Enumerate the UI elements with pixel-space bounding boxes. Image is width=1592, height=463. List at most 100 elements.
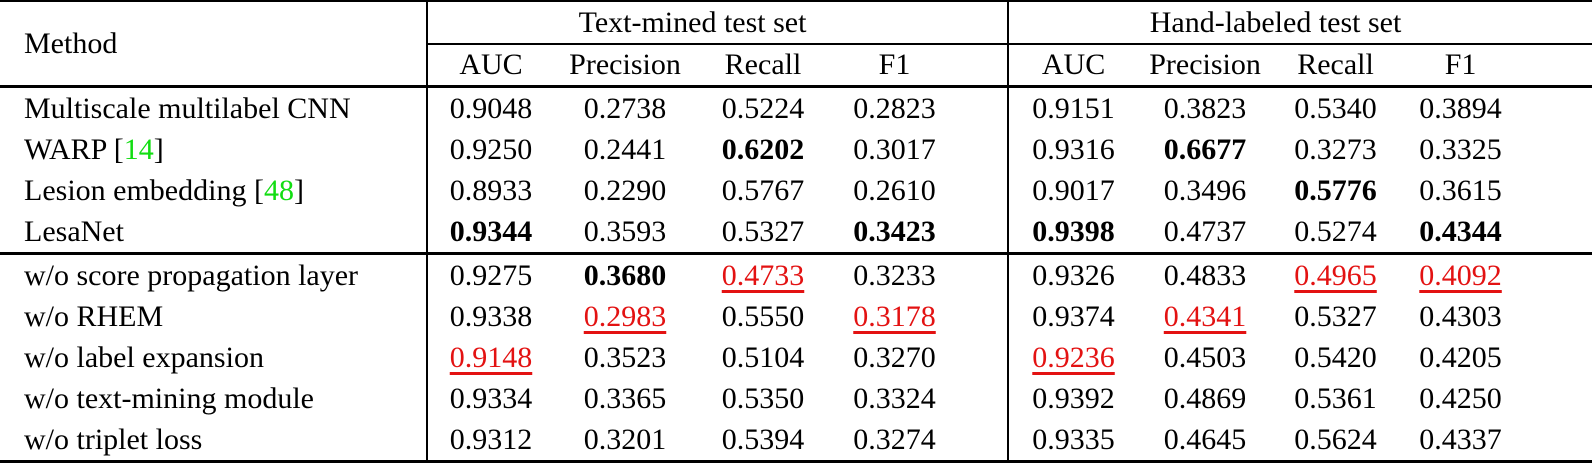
cell-hl-f1: 0.4092 [1399,254,1592,297]
cell-hl-precision: 0.4503 [1138,337,1272,378]
cell-tm-precision: 0.2738 [554,87,696,130]
method-cell: w/o RHEM [0,296,427,337]
metric-value: 0.9334 [449,381,533,415]
cell-hl-precision: 0.4645 [1138,419,1272,462]
method-cell: LesaNet [0,211,427,255]
table-row: w/o text-mining module 0.9334 0.3365 0.5… [0,378,1592,419]
metric-value: 0.8933 [449,173,533,207]
metric-value: 0.6677 [1163,132,1247,166]
cell-tm-f1: 0.3423 [830,211,1009,255]
cell-tm-recall: 0.5104 [696,337,830,378]
cell-hl-precision: 0.4833 [1138,254,1272,297]
method-cell: w/o label expansion [0,337,427,378]
method-cell: w/o triplet loss [0,419,427,462]
method-name: Multiscale multilabel CNN [24,91,351,125]
cell-hl-f1: 0.3894 [1399,87,1592,130]
metric-value: 0.5420 [1294,340,1377,374]
metric-value: 0.9236 [1032,340,1115,374]
metric-value: 0.9374 [1032,299,1115,333]
cell-hl-auc: 0.9151 [1007,86,1139,129]
metric-value: 0.4341 [1163,299,1247,333]
method-cell: w/o score propagation layer [0,254,427,297]
cell-hl-auc: 0.9316 [1007,129,1139,170]
metric-value: 0.5350 [721,381,805,415]
cell-hl-precision: 0.3496 [1138,170,1272,211]
metric-value: 0.3274 [853,422,936,456]
method-cell: w/o text-mining module [0,378,427,419]
cell-hl-precision: 0.4869 [1138,378,1272,419]
cell-hl-f1: 0.4250 [1399,378,1592,419]
cell-hl-auc: 0.9017 [1007,170,1139,211]
metric-value: 0.4250 [1419,381,1502,415]
cell-tm-recall: 0.5327 [696,211,830,255]
metric-value: 0.2983 [583,299,667,333]
cell-tm-recall: 0.5550 [696,296,830,337]
metric-value: 0.5776 [1294,173,1377,207]
cell-tm-recall: 0.4733 [696,254,830,297]
citation-close-bracket: ] [293,173,304,207]
method-name: w/o RHEM [24,299,164,333]
cell-tm-precision: 0.3523 [554,337,696,378]
citation-link[interactable]: 48 [263,173,294,207]
metric-value: 0.5550 [721,299,805,333]
cell-tm-auc: 0.9338 [426,296,554,337]
table-row: w/o RHEM 0.9338 0.2983 0.5550 0.3178 0.9… [0,296,1592,337]
metric-value: 0.2610 [853,173,936,207]
metric-value: 0.9326 [1032,258,1115,292]
metric-value: 0.9312 [449,422,533,456]
column-header-hl-auc: AUC [1007,44,1139,88]
cell-tm-recall: 0.6202 [696,129,830,170]
cell-hl-precision: 0.3823 [1138,87,1272,130]
metric-value: 0.4833 [1163,258,1247,292]
cell-tm-auc: 0.9048 [426,86,554,129]
cell-tm-precision: 0.3680 [554,254,696,297]
table-header-row-metrics: AUC Precision Recall F1 AUC Precision Re… [0,44,1592,88]
metric-value: 0.9335 [1032,422,1115,456]
metric-value: 0.4737 [1163,214,1247,248]
cell-hl-recall: 0.3273 [1272,129,1399,170]
column-header-method: Method [0,1,427,88]
metric-value: 0.4503 [1163,340,1247,374]
cell-tm-precision: 0.3365 [554,378,696,419]
metric-value: 0.9392 [1032,381,1115,415]
cell-hl-precision: 0.4341 [1138,296,1272,337]
method-name: w/o triplet loss [24,422,203,456]
cell-tm-precision: 0.3593 [554,211,696,255]
metric-value: 0.3680 [583,258,667,292]
cell-hl-recall: 0.5340 [1272,87,1399,130]
metric-value: 0.3365 [583,381,667,415]
metric-value: 0.4337 [1419,422,1502,456]
cell-tm-precision: 0.3201 [554,419,696,462]
cell-tm-recall: 0.5394 [696,419,830,462]
cell-tm-precision: 0.2290 [554,170,696,211]
metric-value: 0.9151 [1032,91,1115,125]
citation-close-bracket: ] [153,132,164,166]
cell-hl-recall: 0.5361 [1272,378,1399,419]
metric-value: 0.9398 [1032,214,1115,248]
group-header-hand-labeled: Hand-labeled test set [1007,1,1592,45]
cell-hl-auc: 0.9326 [1007,253,1139,296]
table-row: Lesion embedding [48] 0.8933 0.2290 0.57… [0,170,1592,211]
column-header-hl-f1: F1 [1399,44,1592,88]
method-name: WARP [ [24,132,124,166]
cell-hl-f1: 0.4303 [1399,296,1592,337]
citation-link[interactable]: 14 [123,132,154,166]
cell-tm-f1: 0.2823 [830,87,1008,130]
cell-tm-auc: 0.8933 [426,170,554,211]
cell-tm-f1: 0.3178 [830,296,1008,337]
method-name: w/o label expansion [24,340,264,374]
metric-value: 0.5624 [1294,422,1377,456]
metric-value: 0.2738 [583,91,667,125]
method-name: Lesion embedding [ [24,173,264,207]
cell-hl-recall: 0.5624 [1272,419,1399,462]
table-row: Multiscale multilabel CNN 0.9048 0.2738 … [0,86,1592,130]
cell-tm-auc: 0.9148 [426,337,554,378]
metric-value: 0.3233 [853,258,936,292]
metric-value: 0.4205 [1419,340,1502,374]
metric-value: 0.5361 [1294,381,1377,415]
cell-tm-f1: 0.3017 [830,129,1008,170]
metric-value: 0.9148 [449,340,533,374]
column-header-tm-auc: AUC [426,44,554,88]
cell-hl-auc: 0.9392 [1007,378,1139,419]
